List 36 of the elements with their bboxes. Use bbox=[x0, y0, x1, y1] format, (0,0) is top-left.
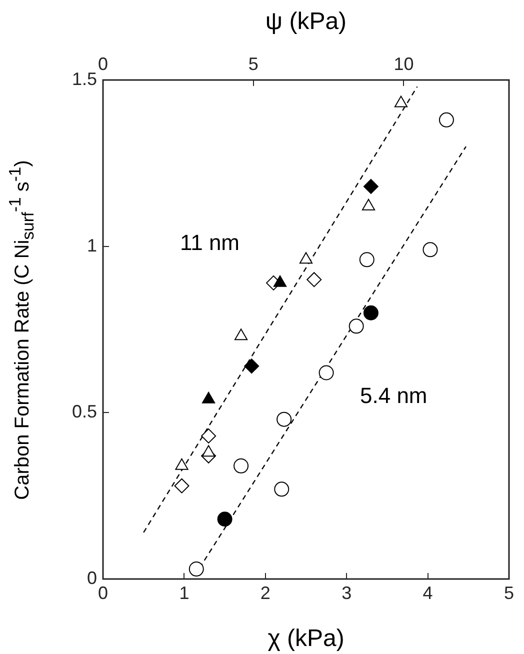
y-tick-label: 1 bbox=[86, 235, 97, 256]
annotation: 5.4 nm bbox=[360, 383, 428, 409]
point bbox=[217, 512, 232, 527]
point bbox=[276, 412, 292, 427]
y-tick-label: 0.5 bbox=[72, 402, 97, 422]
point bbox=[359, 252, 374, 268]
point bbox=[244, 358, 260, 374]
y-tick-label: 0 bbox=[86, 568, 97, 588]
point bbox=[318, 365, 334, 380]
point bbox=[363, 178, 378, 194]
annotation: 11 nm bbox=[180, 230, 240, 256]
point bbox=[188, 562, 204, 577]
point bbox=[348, 318, 364, 334]
point bbox=[201, 428, 216, 444]
point bbox=[438, 112, 454, 128]
x-tick-label: 2 bbox=[260, 582, 270, 603]
x-tick-label: 1 bbox=[179, 582, 190, 603]
point bbox=[234, 328, 248, 340]
x-tick-label: 4 bbox=[422, 582, 433, 603]
point bbox=[306, 272, 322, 288]
point bbox=[273, 275, 287, 287]
x2-axis-title: ψ (kPa) bbox=[265, 8, 347, 36]
x2-tick-label: 5 bbox=[248, 54, 258, 74]
x-tick-label: 5 bbox=[504, 582, 514, 603]
point bbox=[394, 96, 408, 108]
point bbox=[274, 482, 290, 497]
point bbox=[422, 242, 438, 258]
point bbox=[174, 478, 190, 494]
x-tick-label: 3 bbox=[342, 582, 352, 603]
point bbox=[362, 198, 376, 210]
point bbox=[363, 305, 378, 320]
y-tick-label: 1.5 bbox=[72, 68, 97, 89]
point bbox=[234, 458, 249, 474]
x2-tick-label: 10 bbox=[394, 54, 414, 74]
point bbox=[299, 252, 313, 264]
x-axis-title: χ (kPa) bbox=[268, 625, 344, 652]
